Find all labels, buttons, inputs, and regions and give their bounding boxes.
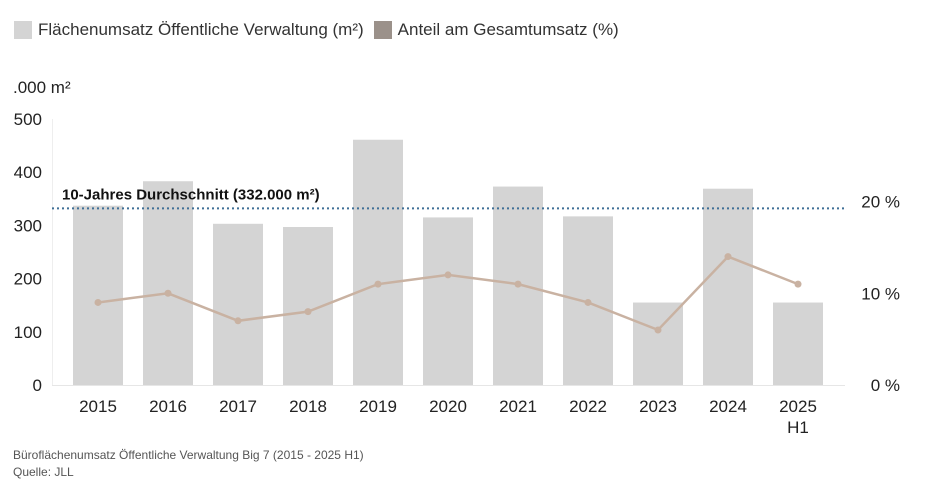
legend-swatch-line — [373, 21, 392, 39]
legend: Flächenumsatz Öffentliche Verwaltung (m²… — [14, 20, 629, 40]
bar-2020 — [423, 217, 473, 385]
y-tick-right-10: 10 % — [861, 284, 900, 303]
bar-2017 — [213, 223, 263, 385]
bar-2019 — [353, 139, 403, 385]
share-point-2018 — [304, 308, 312, 316]
bar-2025-h1 — [773, 302, 823, 385]
x-tick-2016: 2016 — [149, 397, 187, 416]
y-tick-left-0: 0 — [33, 376, 42, 395]
legend-swatch-bars — [14, 21, 32, 39]
share-point-2022 — [584, 298, 592, 306]
y-tick-left-100: 100 — [14, 323, 42, 342]
chart-source: Quelle: JLL — [13, 465, 74, 479]
bars-layer — [73, 139, 823, 385]
y-tick-left-400: 400 — [14, 163, 42, 182]
average-layer: 10-Jahres Durchschnitt (332.000 m²) — [52, 186, 845, 210]
share-point-2016 — [164, 289, 172, 297]
y-axis-unit-label: .000 m² — [13, 78, 71, 97]
x-tick-2018: 2018 — [289, 397, 327, 416]
legend-item-line: Anteil am Gesamtumsatz (%) — [373, 20, 619, 40]
bar-2016 — [143, 181, 193, 385]
share-point-2024 — [724, 253, 732, 261]
axis-layer — [52, 119, 845, 386]
share-point-2019 — [374, 280, 382, 288]
bar-2015 — [73, 205, 123, 385]
legend-label-bars: Flächenumsatz Öffentliche Verwaltung (m²… — [38, 20, 364, 39]
share-point-2023 — [654, 326, 662, 334]
labels-layer: 0 100 200 300 400 500 0 % 10 % 20 % 2015 2016 2017 2… — [14, 110, 900, 437]
share-point-2020 — [444, 271, 452, 279]
legend-label-line: Anteil am Gesamtumsatz (%) — [397, 20, 619, 39]
x-tick-2020: 2020 — [429, 397, 467, 416]
x-tick-2015: 2015 — [79, 397, 117, 416]
x-tick-2017: 2017 — [219, 397, 257, 416]
share-point-2017 — [234, 317, 242, 325]
share-point-2015 — [94, 298, 102, 306]
x-tick-2022: 2022 — [569, 397, 607, 416]
y-tick-left-300: 300 — [14, 216, 42, 235]
x-tick-2024: 2024 — [709, 397, 747, 416]
legend-item-bars: Flächenumsatz Öffentliche Verwaltung (m²… — [14, 20, 364, 40]
share-point-2021 — [514, 280, 522, 288]
chart-caption: Büroflächenumsatz Öffentliche Verwaltung… — [13, 448, 364, 462]
y-tick-left-500: 500 — [14, 110, 42, 129]
y-tick-left-200: 200 — [14, 270, 42, 289]
x-tick-2019: 2019 — [359, 397, 397, 416]
x-tick-2025-h1: 2025 H1 — [779, 397, 817, 437]
bar-2024 — [703, 188, 753, 385]
x-tick-2023: 2023 — [639, 397, 677, 416]
line-layer — [94, 253, 802, 334]
y-tick-right-0: 0 % — [871, 376, 900, 395]
bar-2023 — [633, 302, 683, 385]
average-label: 10-Jahres Durchschnitt (332.000 m²) — [62, 186, 320, 203]
x-tick-2021: 2021 — [499, 397, 537, 416]
y-tick-right-20: 20 % — [861, 193, 900, 212]
share-point-2025-h1 — [794, 280, 802, 288]
